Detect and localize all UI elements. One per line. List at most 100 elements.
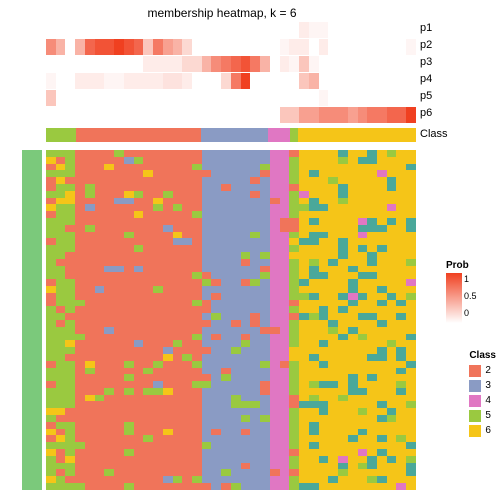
heat-cell xyxy=(221,164,231,171)
heat-row xyxy=(46,395,416,402)
prob-cell xyxy=(319,73,329,89)
heat-cell xyxy=(173,286,183,293)
heat-cell xyxy=(56,272,66,279)
prob-cell xyxy=(65,73,75,89)
heat-cell xyxy=(241,170,251,177)
prob-cell xyxy=(163,107,173,123)
heat-cell xyxy=(289,449,299,456)
heat-cell xyxy=(182,415,192,422)
heat-cell xyxy=(221,395,231,402)
heat-cell xyxy=(173,191,183,198)
prob-cell xyxy=(173,39,183,55)
heat-cell xyxy=(338,422,348,429)
prob-cell xyxy=(104,56,114,72)
prob-cell xyxy=(75,73,85,89)
heat-cell xyxy=(163,232,173,239)
heat-cell xyxy=(406,238,416,245)
heat-cell xyxy=(182,218,192,225)
prob-cell xyxy=(319,56,329,72)
prob-cell xyxy=(124,56,134,72)
heat-cell xyxy=(134,293,144,300)
heat-cell xyxy=(289,272,299,279)
prob-cell xyxy=(270,107,280,123)
heat-cell xyxy=(46,259,56,266)
prob-cell xyxy=(260,39,270,55)
heat-cell xyxy=(387,442,397,449)
heat-cell xyxy=(338,456,348,463)
heat-cell xyxy=(299,483,309,490)
heat-cell xyxy=(143,164,153,171)
heat-cell xyxy=(134,279,144,286)
heat-cell xyxy=(377,381,387,388)
heat-cell xyxy=(134,401,144,408)
heat-cell xyxy=(387,388,397,395)
heat-cell xyxy=(348,469,358,476)
heat-cell xyxy=(65,476,75,483)
heat-cell xyxy=(358,157,368,164)
prob-cell xyxy=(231,107,241,123)
heat-cell xyxy=(46,435,56,442)
prob-cell xyxy=(241,107,251,123)
heat-cell xyxy=(231,442,241,449)
heat-cell xyxy=(387,225,397,232)
heat-cell xyxy=(153,259,163,266)
heat-cell xyxy=(377,164,387,171)
heat-cell xyxy=(348,184,358,191)
heat-cell xyxy=(250,320,260,327)
heat-cell xyxy=(358,374,368,381)
prob-cell xyxy=(367,107,377,123)
heat-cell xyxy=(309,300,319,307)
heat-cell xyxy=(143,442,153,449)
heat-cell xyxy=(192,456,202,463)
heat-cell xyxy=(299,313,309,320)
prob-cell xyxy=(280,39,290,55)
heat-cell xyxy=(124,340,134,347)
heat-cell xyxy=(250,483,260,490)
heat-cell xyxy=(358,415,368,422)
heat-cell xyxy=(143,456,153,463)
heat-cell xyxy=(95,218,105,225)
heat-cell xyxy=(104,340,114,347)
heat-cell xyxy=(299,170,309,177)
heat-cell xyxy=(396,354,406,361)
heat-cell xyxy=(289,435,299,442)
heat-cell xyxy=(396,232,406,239)
heat-cell xyxy=(75,293,85,300)
heat-cell xyxy=(319,320,329,327)
heat-row xyxy=(46,170,416,177)
heat-cell xyxy=(396,435,406,442)
heat-cell xyxy=(192,198,202,205)
heat-cell xyxy=(338,374,348,381)
heat-cell xyxy=(406,388,416,395)
heat-cell xyxy=(377,422,387,429)
heat-cell xyxy=(65,191,75,198)
heat-cell xyxy=(338,272,348,279)
heat-row xyxy=(46,422,416,429)
heat-cell xyxy=(202,381,212,388)
heat-cell xyxy=(65,300,75,307)
heat-cell xyxy=(134,266,144,273)
heat-cell xyxy=(319,368,329,375)
prob-cell xyxy=(95,73,105,89)
heat-cell xyxy=(104,259,114,266)
heat-cell xyxy=(396,177,406,184)
heat-cell xyxy=(211,327,221,334)
heat-cell xyxy=(367,191,377,198)
heat-cell xyxy=(299,259,309,266)
class-strip xyxy=(46,128,416,142)
heat-cell xyxy=(377,456,387,463)
prob-cell xyxy=(348,90,358,106)
prob-row-label: p2 xyxy=(420,39,432,51)
heat-cell xyxy=(270,225,280,232)
prob-cell xyxy=(211,22,221,38)
heat-cell xyxy=(309,395,319,402)
heat-cell xyxy=(328,347,338,354)
heat-cell xyxy=(173,150,183,157)
heat-cell xyxy=(46,415,56,422)
heat-cell xyxy=(124,184,134,191)
heat-cell xyxy=(377,259,387,266)
heat-cell xyxy=(104,347,114,354)
heat-cell xyxy=(134,476,144,483)
heat-cell xyxy=(124,157,134,164)
legend-class-label: 4 xyxy=(485,395,491,406)
